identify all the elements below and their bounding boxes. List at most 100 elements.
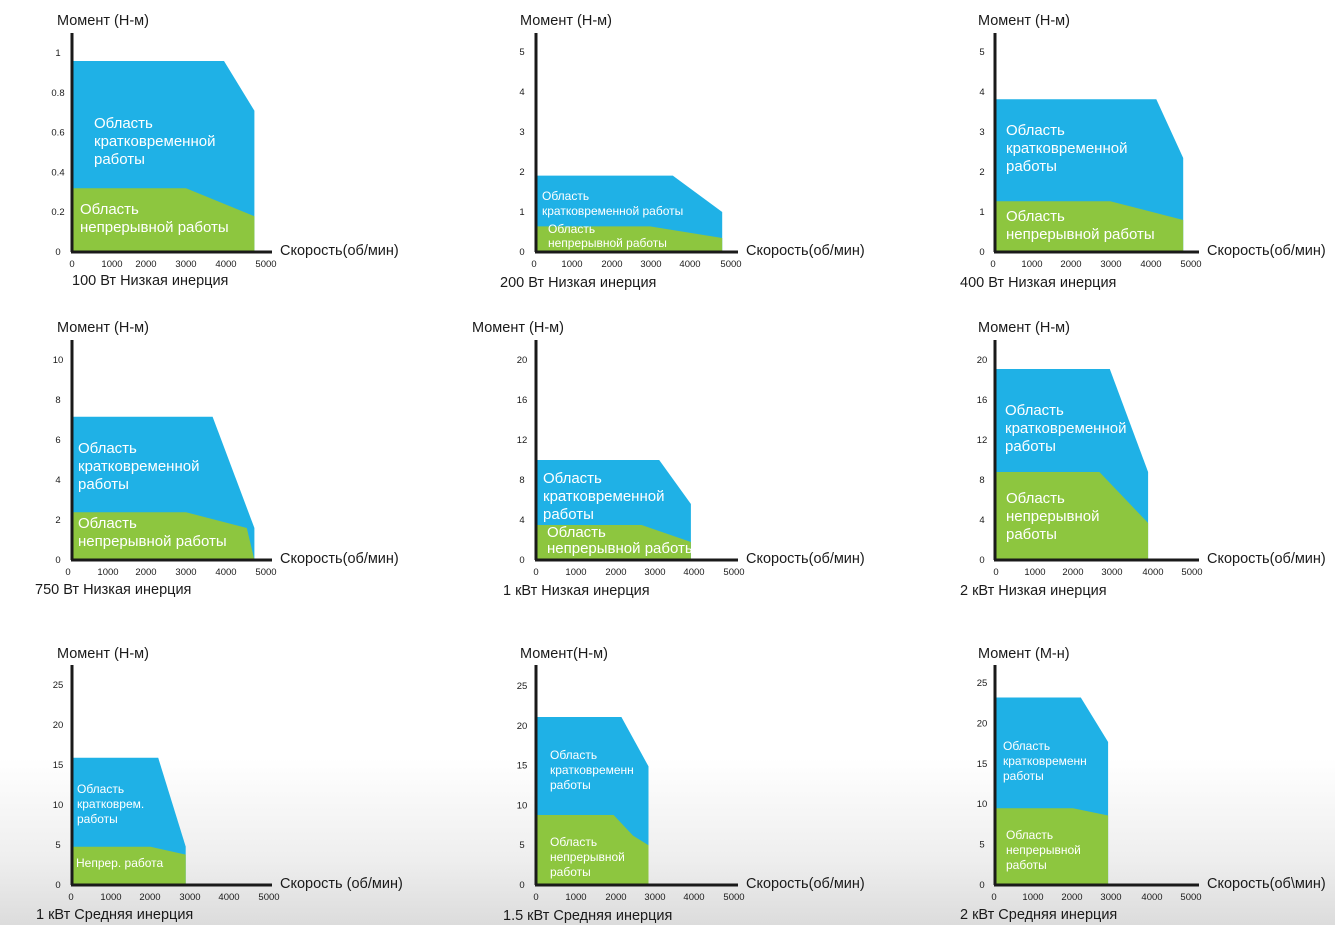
x-tick-label: 1000 (1024, 567, 1045, 578)
x-tick-label: 2000 (139, 892, 160, 903)
continuous-region-label: непрерывной работы (80, 219, 229, 236)
y-tick-label: 2 (55, 515, 60, 526)
y-axis-label: Момент (Н-м) (57, 646, 149, 662)
x-tick-label: 1000 (1021, 259, 1042, 270)
x-tick-label: 0 (533, 567, 538, 578)
chart-caption: 2 кВт Средняя инерция (960, 907, 1117, 923)
x-tick-label: 3000 (1100, 892, 1121, 903)
chart-caption: 400 Вт Низкая инерция (960, 275, 1116, 291)
y-axis-label: Момент (Н-м) (978, 13, 1070, 29)
short-term-region-label: кратковременной (543, 488, 664, 505)
x-tick-label: 3000 (1100, 259, 1121, 270)
short-term-region-label: работы (1006, 158, 1057, 175)
short-term-region-label: Область (77, 782, 124, 796)
y-tick-label: 0 (519, 247, 524, 258)
x-axis-label: Скорость(об/мин) (1207, 551, 1326, 567)
chart-panel-5: 0 4 8 12 16 20 0 1000 2000 3000 4000 5000 Момент (Н-… (472, 320, 865, 599)
x-tick-label: 3000 (644, 892, 665, 903)
y-tick-label: 5 (979, 840, 984, 851)
x-tick-label: 1000 (565, 892, 586, 903)
y-tick-label: 2 (979, 167, 984, 178)
x-axis-label: Скорость(об/мин) (1207, 243, 1326, 259)
x-tick-label: 3000 (179, 892, 200, 903)
y-tick-label: 25 (977, 678, 988, 689)
chart-panel-7: 0 5 10 15 20 25 0 1000 2000 3000 4000 5000 Момент (Н… (36, 646, 403, 923)
y-tick-label: 3 (979, 127, 984, 138)
y-tick-label: 8 (519, 475, 524, 486)
continuous-region-label: непрерывной работы (1006, 226, 1155, 243)
chart-caption: 2 кВт Низкая инерция (960, 583, 1107, 599)
y-axis-label: Момент (Н-м) (520, 13, 612, 29)
y-tick-label: 0 (55, 880, 60, 891)
x-tick-label: 3000 (1101, 567, 1122, 578)
x-tick-label: 1000 (100, 892, 121, 903)
continuous-region-label: Область (550, 835, 597, 849)
continuous-region-label: непрерывной работы (548, 236, 667, 250)
continuous-region-label: непрерывной (1006, 508, 1100, 525)
y-tick-label: 25 (517, 681, 528, 692)
x-tick-label: 3000 (175, 259, 196, 270)
x-axis-label: Скорость(об/мин) (280, 551, 399, 567)
x-tick-label: 2000 (135, 259, 156, 270)
y-tick-label: 4 (519, 87, 524, 98)
short-term-region-label: работы (1003, 769, 1044, 783)
y-tick-label: 12 (977, 435, 988, 446)
chart-caption: 1.5 кВт Средняя инерция (503, 908, 672, 924)
x-tick-label: 0 (65, 567, 70, 578)
continuous-region (536, 815, 649, 885)
continuous-region (536, 525, 691, 560)
x-tick-label: 3000 (644, 567, 665, 578)
y-tick-label: 0.6 (51, 128, 64, 139)
x-tick-label: 1000 (561, 259, 582, 270)
continuous-region-label: Область (80, 201, 139, 218)
x-tick-label: 5000 (1180, 259, 1201, 270)
y-tick-label: 0.8 (51, 88, 64, 99)
x-tick-label: 4000 (1140, 259, 1161, 270)
chart-panel-4: 0 2 4 6 8 10 0 1000 2000 3000 4000 5000 Момент (Н-м)… (35, 320, 399, 598)
y-tick-label: 16 (977, 395, 988, 406)
short-term-region-label: работы (1005, 438, 1056, 455)
y-tick-label: 20 (977, 718, 988, 729)
continuous-region-label: непрерывной работы (547, 540, 696, 557)
continuous-region-label: Область (547, 524, 606, 541)
short-term-region-label: работы (77, 812, 118, 826)
short-term-region-label: кратковременной работы (542, 204, 683, 218)
x-tick-label: 0 (991, 892, 996, 903)
continuous-region (995, 472, 1149, 560)
continuous-region-label: непрерывной (1006, 843, 1081, 857)
x-tick-label: 4000 (1141, 892, 1162, 903)
x-tick-label: 4000 (218, 892, 239, 903)
y-axis-label: Момент (М-н) (978, 646, 1070, 662)
short-term-region-label: Область (550, 748, 597, 762)
y-tick-label: 20 (517, 721, 528, 732)
y-tick-label: 5 (979, 47, 984, 58)
continuous-region-label: работы (1006, 526, 1057, 543)
chart-panel-2: 0 1 2 3 4 5 0 1000 2000 3000 4000 5000 Момент (Н-м) С… (500, 13, 865, 291)
y-tick-label: 15 (517, 761, 528, 772)
x-axis-label: Скорость(об/мин) (280, 243, 399, 259)
x-tick-label: 5000 (255, 567, 276, 578)
y-tick-label: 16 (517, 395, 528, 406)
continuous-region-label: Область (548, 222, 595, 236)
x-tick-label: 1000 (101, 259, 122, 270)
continuous-region-label: Область (1006, 828, 1053, 842)
x-tick-label: 0 (531, 259, 536, 270)
chart-caption: 100 Вт Низкая инерция (72, 273, 228, 289)
short-term-region-label: Область (78, 440, 137, 457)
y-tick-label: 5 (519, 840, 524, 851)
short-term-region-label: работы (94, 151, 145, 168)
continuous-region-label: непрерывной работы (78, 533, 227, 550)
chart-caption: 750 Вт Низкая инерция (35, 582, 191, 598)
x-tick-label: 1000 (1022, 892, 1043, 903)
y-tick-label: 10 (53, 355, 64, 366)
y-tick-label: 10 (53, 800, 64, 811)
x-tick-label: 5000 (723, 892, 744, 903)
continuous-region-label: работы (550, 865, 591, 879)
y-tick-label: 8 (979, 475, 984, 486)
continuous-region-label: непрерывной (550, 850, 625, 864)
y-axis-label: Момент(Н-м) (520, 646, 608, 662)
y-tick-label: 20 (517, 355, 528, 366)
short-term-region-label: Область (1003, 739, 1050, 753)
